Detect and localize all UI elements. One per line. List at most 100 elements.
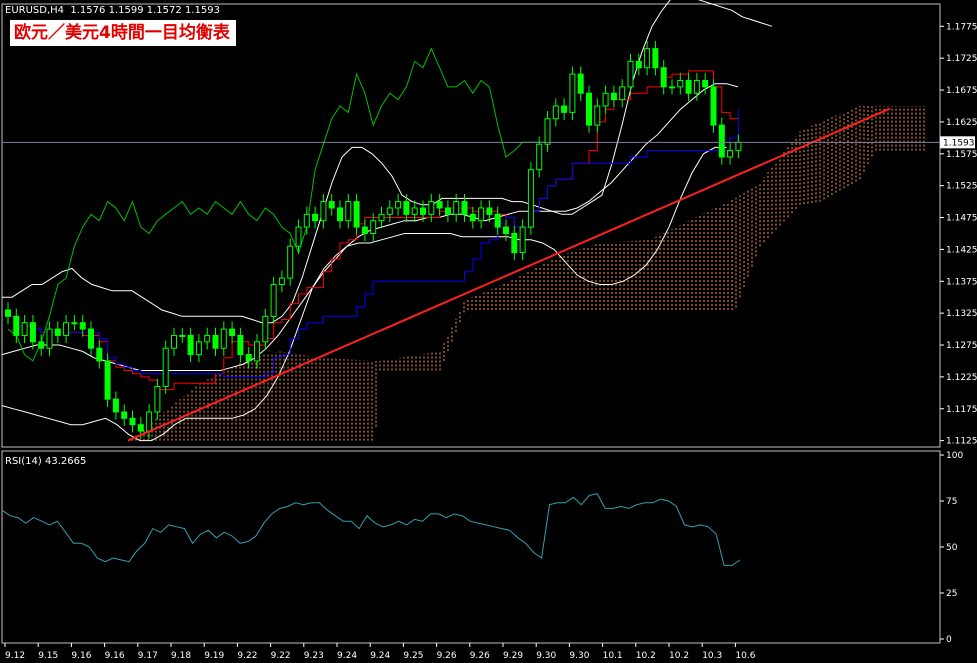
x-tick-label: 9.29 (503, 651, 523, 661)
candle-body (395, 201, 402, 209)
candle-body (693, 79, 700, 94)
candle-body (345, 201, 352, 222)
x-tick-label: 10.3 (702, 651, 722, 661)
candle-body (278, 277, 285, 285)
candle-body (29, 322, 36, 343)
symbol-timeframe: EURUSD,H4 (5, 5, 65, 16)
x-tick-label: 9.24 (370, 651, 390, 661)
ichimoku-cloud (131, 105, 925, 441)
candle-body (5, 309, 11, 317)
candle-body (644, 48, 651, 69)
candle-body (527, 169, 534, 228)
candle-body (303, 213, 310, 228)
y-tick-label: 1.1175 (946, 405, 977, 415)
candle-body (287, 245, 294, 279)
candle-body (378, 213, 385, 222)
candle-body (154, 385, 161, 413)
bollinger-upper-band (2, 0, 773, 324)
candle-body (685, 79, 692, 94)
candle-body (635, 60, 642, 69)
x-tick-label: 9.22 (237, 651, 257, 661)
x-tick-label: 9.19 (204, 651, 224, 661)
x-tick-label: 9.26 (470, 651, 490, 661)
rsi-header: RSI(14) 43.2665 (5, 456, 86, 467)
candle-body (162, 347, 169, 387)
x-tick-label: 9.30 (569, 651, 589, 661)
candle-body (627, 60, 634, 88)
y-tick-label: 1.1475 (946, 214, 977, 224)
candle-body (677, 79, 684, 88)
candle-body (179, 334, 186, 337)
candle-body (38, 341, 45, 349)
x-tick-label: 9.24 (337, 651, 357, 661)
candle-body (486, 207, 493, 215)
candle-body (544, 118, 551, 145)
x-tick-label: 10.1 (603, 651, 623, 661)
candle-body (21, 322, 28, 336)
candle-body (586, 92, 592, 126)
kijun-sen-line (8, 109, 739, 378)
candle-body (254, 341, 260, 362)
candle-body (112, 398, 119, 413)
candle-body (386, 207, 393, 215)
candle-body (187, 334, 194, 356)
y-tick-label: 1.1325 (946, 309, 977, 319)
candle-body (569, 73, 576, 113)
y-tick-label: 1.1675 (946, 86, 977, 96)
candle-body (702, 79, 709, 88)
current-price-label: 1.1593 (943, 138, 975, 148)
candle-body (146, 411, 153, 432)
candle-body (718, 124, 725, 158)
candle-body (494, 213, 501, 228)
y-tick-label: 1.1775 (946, 22, 977, 32)
candle-body (436, 201, 443, 209)
candle-body (428, 201, 435, 215)
candle-body (420, 207, 426, 215)
x-tick-label: 9.15 (38, 651, 58, 661)
candle-body (361, 226, 368, 234)
y-tick-label: 1.1625 (946, 118, 977, 128)
rsi-tick-label: 25 (946, 589, 957, 599)
candle-body (46, 328, 53, 349)
candle-body (237, 334, 244, 356)
candle-body (79, 322, 86, 330)
rsi-tick-label: 50 (946, 543, 958, 553)
y-tick-label: 1.1275 (946, 341, 977, 351)
candle-body (660, 67, 667, 88)
y-tick-label: 1.1525 (946, 182, 977, 192)
chart-title: 欧元／美元4時間一目均衡表 (10, 20, 236, 46)
rsi-value: 43.2665 (44, 456, 87, 467)
rsi-line (1, 493, 741, 566)
y-tick-label: 1.1725 (946, 54, 977, 64)
y-tick-label: 1.1375 (946, 277, 977, 287)
candle-body (312, 213, 319, 222)
candle-body (536, 143, 543, 171)
candle-body (552, 105, 559, 120)
x-tick-label: 9.30 (536, 651, 556, 661)
candle-body (469, 213, 476, 222)
rsi-tick-label: 100 (946, 451, 963, 461)
x-tick-label: 9.12 (5, 651, 25, 661)
candle-body (88, 328, 94, 349)
candle-body (478, 207, 485, 222)
x-tick-label: 9.16 (105, 651, 125, 661)
candle-body (735, 141, 742, 152)
candle-body (245, 354, 252, 362)
candle-body (262, 315, 269, 343)
candle-body (13, 315, 20, 336)
candle-body (461, 201, 468, 215)
candle-body (561, 105, 568, 113)
x-tick-label: 9.16 (71, 651, 91, 661)
candle-body (411, 207, 418, 215)
candle-body (519, 226, 526, 254)
candle-body (610, 92, 617, 101)
candle-body (320, 201, 327, 222)
candle-body (453, 201, 460, 215)
rsi-label: RSI(14) (5, 456, 42, 467)
candle-body (669, 86, 675, 89)
candle-body (104, 360, 111, 400)
x-tick-label: 9.22 (271, 651, 291, 661)
bollinger-middle-band (1, 83, 739, 371)
candle-body (328, 201, 335, 209)
